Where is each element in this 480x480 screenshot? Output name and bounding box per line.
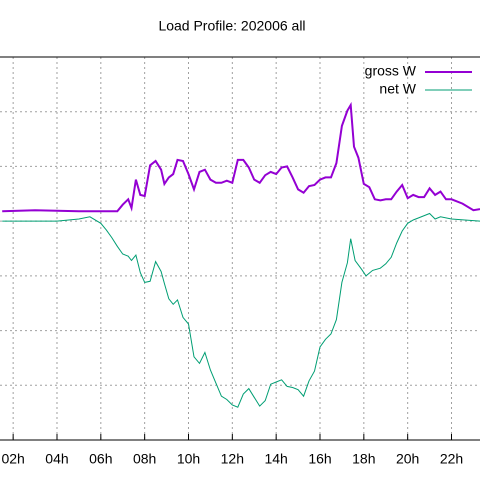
x-tick-label: 18h [352,451,375,467]
legend-label: gross W [365,63,417,79]
legend-label: net W [379,81,416,97]
plot-border [0,56,480,441]
series-line [2,212,480,408]
chart-title: Load Profile: 202006 all [158,18,305,34]
x-tick-label: 22h [440,451,463,467]
x-tick-label: 10h [177,451,200,467]
series-line [2,101,480,213]
x-tick-label: 04h [45,451,68,467]
x-tick-label: 06h [89,451,112,467]
x-tick-label: 12h [221,451,244,467]
x-tick-label: 16h [308,451,331,467]
x-tick-label: 20h [396,451,419,467]
x-tick-label: 08h [133,451,156,467]
x-tick-label: 02h [1,451,24,467]
x-tick-label: 14h [264,451,287,467]
